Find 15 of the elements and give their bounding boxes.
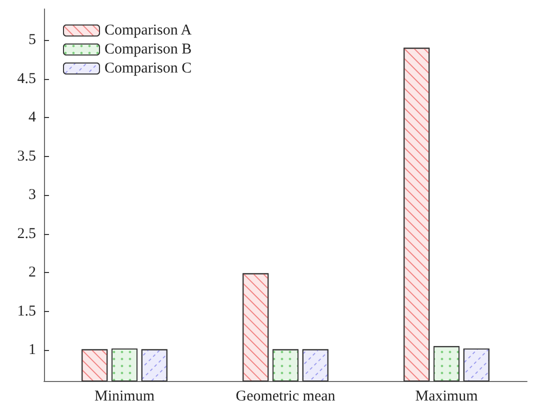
y-tick-label: 4.5 xyxy=(17,70,36,87)
y-tick-label: 3.5 xyxy=(17,148,36,164)
y-tick-label: 3 xyxy=(28,187,36,203)
y-tick-label: 2 xyxy=(28,264,36,280)
y-tick-label: 1 xyxy=(28,342,36,358)
y-tick-label: 1.5 xyxy=(17,303,36,320)
y-tick-label: 5 xyxy=(28,32,36,48)
legend-label: Comparison C xyxy=(104,60,192,76)
y-tick-label: 2.5 xyxy=(17,226,36,242)
x-tick-label: Minimum xyxy=(94,388,155,404)
y-tick-label: 4 xyxy=(28,110,36,126)
x-tick-label: Maximum xyxy=(415,388,478,404)
legend-label: Comparison A xyxy=(104,22,192,38)
x-tick-label: Geometric mean xyxy=(236,388,336,404)
legend-label: Comparison B xyxy=(104,42,192,58)
